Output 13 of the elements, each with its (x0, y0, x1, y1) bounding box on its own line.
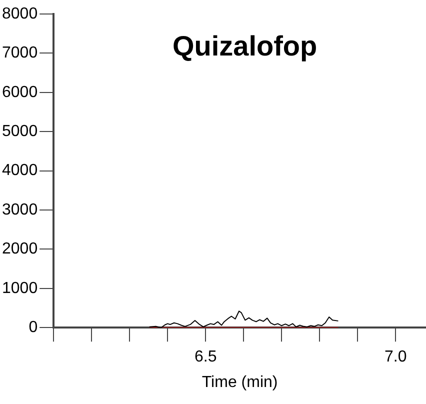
x-tick-label: 6.5 (194, 348, 217, 366)
y-tick-label: 2000 (2, 240, 38, 258)
x-axis-title: Time (min) (202, 374, 278, 391)
y-tick-label: 6000 (2, 84, 38, 101)
y-tick-label: 7000 (2, 44, 38, 62)
y-tick-label: 3000 (2, 201, 38, 218)
y-tick-label: 0 (28, 319, 38, 336)
y-tick-label: 5000 (2, 123, 38, 140)
y-tick-label: 1000 (2, 280, 38, 297)
x-tick-label: 7.0 (384, 348, 407, 366)
y-tick-label: 8000 (2, 5, 38, 22)
y-tick-label: 4000 (2, 162, 38, 180)
text: Quizalofop (172, 30, 318, 62)
